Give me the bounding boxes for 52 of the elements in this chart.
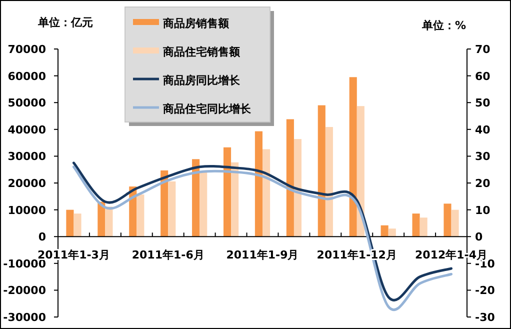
bar — [349, 77, 357, 237]
y-tick-label: 30000 — [8, 150, 46, 164]
bar — [200, 172, 208, 237]
y2-tick-label: 40 — [475, 123, 491, 136]
y-tick-label: -10000 — [3, 257, 46, 270]
bar — [66, 210, 74, 237]
bar — [254, 131, 262, 237]
y2-tick-label: 0 — [475, 230, 483, 244]
y2-axis-title: 单位：% — [421, 19, 466, 32]
y2-tick-label: 20 — [475, 177, 491, 190]
bar — [444, 204, 452, 237]
y-tick-label: 0 — [38, 230, 46, 244]
y-tick-label: -30000 — [3, 311, 46, 324]
x-tick-label: 2011年1-6月 — [132, 248, 204, 262]
y-axis-title: 单位：亿元 — [37, 16, 93, 29]
bar — [412, 214, 420, 237]
bar — [160, 170, 168, 237]
bar — [318, 105, 326, 237]
y2-tick-label: 70 — [475, 43, 491, 56]
bar — [262, 149, 270, 237]
y2-tick-label: 10 — [475, 204, 491, 217]
legend-label: 商品房销售额 — [162, 17, 230, 30]
bar — [223, 147, 232, 237]
bar — [356, 106, 364, 237]
y-tick-label: 50000 — [8, 96, 46, 110]
y-tick-label: 10000 — [8, 204, 46, 217]
y-tick-label: 70000 — [8, 43, 46, 56]
y2-tick-label: -30 — [475, 311, 496, 324]
bar — [286, 119, 294, 237]
y-tick-label: 60000 — [8, 70, 46, 83]
bar — [380, 225, 388, 237]
y2-tick-label: 60 — [475, 70, 491, 83]
y-tick-label: 40000 — [8, 123, 46, 136]
y2-tick-label: -20 — [475, 284, 496, 298]
y2-tick-label: 30 — [475, 150, 491, 164]
legend-label: 商品住宅同比增长 — [162, 102, 252, 116]
legend-label: 商品住宅销售额 — [162, 46, 241, 58]
bar — [325, 126, 333, 237]
y-tick-label: -20000 — [3, 284, 46, 298]
bar — [74, 214, 82, 237]
legend-label: 商品房同比增长 — [162, 74, 241, 87]
y-tick-label: 20000 — [8, 177, 46, 190]
bar — [231, 162, 239, 237]
x-tick-label: 2011年1-9月 — [226, 248, 299, 262]
y2-tick-label: 50 — [475, 96, 491, 110]
bar — [168, 181, 176, 237]
bar — [388, 228, 396, 237]
bar — [294, 139, 302, 237]
bar — [136, 194, 144, 237]
bar — [451, 210, 459, 237]
bar — [420, 218, 428, 237]
bar — [192, 159, 200, 237]
